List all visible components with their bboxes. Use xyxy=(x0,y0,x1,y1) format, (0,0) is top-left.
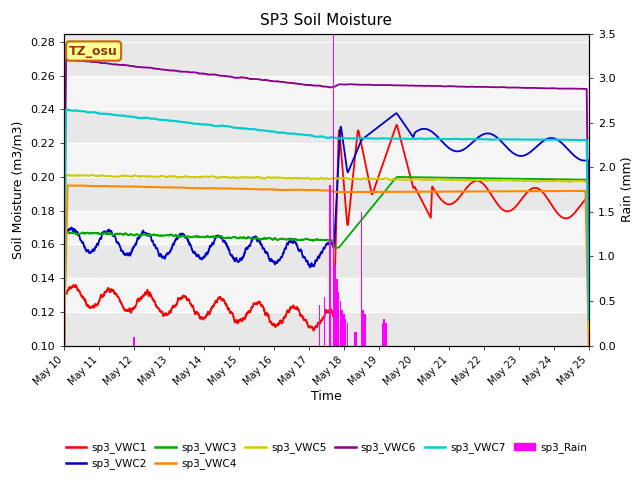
Bar xyxy=(383,319,385,346)
Bar xyxy=(347,324,348,346)
Bar xyxy=(324,297,325,346)
Bar xyxy=(335,265,336,346)
Bar xyxy=(338,292,339,346)
Bar xyxy=(342,310,343,346)
Bar xyxy=(354,332,355,346)
Legend: sp3_VWC1, sp3_VWC2, sp3_VWC3, sp3_VWC4, sp3_VWC5, sp3_VWC6, sp3_VWC7, sp3_Rain: sp3_VWC1, sp3_VWC2, sp3_VWC3, sp3_VWC4, … xyxy=(61,438,591,474)
Bar xyxy=(64,177,589,211)
Bar xyxy=(362,310,364,346)
Bar xyxy=(64,278,589,312)
Bar xyxy=(64,211,589,244)
Bar xyxy=(64,42,589,76)
Bar xyxy=(333,34,334,346)
Bar xyxy=(319,305,320,346)
Bar xyxy=(64,244,589,278)
Bar xyxy=(64,109,589,143)
Bar xyxy=(64,312,589,346)
Bar xyxy=(381,324,383,346)
Bar xyxy=(361,212,362,346)
Bar xyxy=(329,185,331,346)
Bar xyxy=(385,324,387,346)
Bar xyxy=(343,314,344,346)
Bar xyxy=(345,319,346,346)
Y-axis label: Soil Moisture (m3/m3): Soil Moisture (m3/m3) xyxy=(12,120,24,259)
Text: TZ_osu: TZ_osu xyxy=(69,45,118,58)
Y-axis label: Rain (mm): Rain (mm) xyxy=(621,157,634,222)
Bar xyxy=(133,336,134,346)
Bar xyxy=(64,76,589,109)
Bar xyxy=(364,314,365,346)
Title: SP3 Soil Moisture: SP3 Soil Moisture xyxy=(260,13,392,28)
Bar xyxy=(340,301,341,346)
Bar xyxy=(64,143,589,177)
Bar xyxy=(355,332,357,346)
X-axis label: Time: Time xyxy=(311,390,342,403)
Bar xyxy=(336,279,337,346)
